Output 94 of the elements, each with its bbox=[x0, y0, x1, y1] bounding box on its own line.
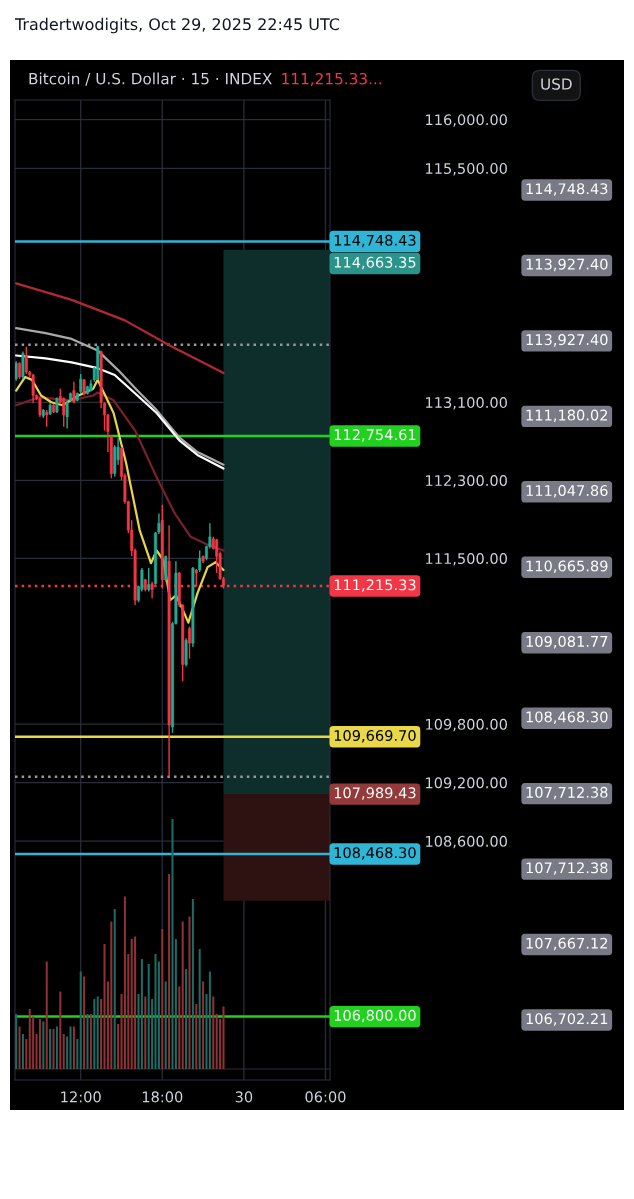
bar bbox=[198, 949, 201, 1069]
bar bbox=[28, 1009, 31, 1069]
bar bbox=[123, 896, 126, 1069]
candlestick bbox=[21, 350, 25, 380]
y-tick-label: 111,500.00 bbox=[426, 553, 507, 566]
ref-line-label: 106,800.00 bbox=[334, 1009, 416, 1023]
bar bbox=[130, 939, 133, 1069]
x-tick-label: 06:00 bbox=[305, 1091, 346, 1103]
chart-title: Bitcoin / U.S. Dollar · 15 · INDEX bbox=[29, 72, 272, 86]
y-tick-label: 112,300.00 bbox=[426, 475, 507, 488]
text: 110,665.89 bbox=[526, 560, 608, 573]
text: 108,468.30 bbox=[526, 711, 608, 724]
bar bbox=[215, 1014, 218, 1069]
bar bbox=[144, 996, 147, 1069]
text: 111,180.02 bbox=[526, 409, 608, 423]
ref-line-label: 109,669.70 bbox=[334, 729, 416, 743]
text: 114,748.43 bbox=[526, 183, 608, 196]
candlestick bbox=[38, 396, 42, 418]
y-axis-title: USD bbox=[541, 78, 572, 90]
x-tick-label: 18:00 bbox=[142, 1091, 183, 1103]
bar bbox=[161, 929, 164, 1069]
line-series bbox=[15, 391, 225, 552]
bar bbox=[185, 969, 188, 1069]
bar bbox=[202, 981, 205, 1069]
text: 113,927.40 bbox=[526, 258, 608, 272]
bar bbox=[154, 954, 157, 1069]
bar bbox=[188, 916, 191, 1069]
x-tick-label: 30 bbox=[235, 1091, 253, 1103]
bar bbox=[195, 1004, 198, 1069]
bar bbox=[147, 964, 150, 1069]
y-tick-label: 115,500.00 bbox=[426, 162, 507, 176]
ref-line-label: 112,754.61 bbox=[334, 429, 416, 442]
ref-line-label: 111,215.33 bbox=[334, 579, 416, 592]
bar bbox=[110, 921, 113, 1069]
ref-line-label: 108,468.30 bbox=[334, 847, 416, 860]
bar bbox=[93, 999, 96, 1069]
bar bbox=[103, 944, 106, 1069]
bar bbox=[62, 1034, 65, 1069]
line-series bbox=[15, 375, 225, 624]
band-label: 114,663.35 bbox=[334, 256, 416, 270]
line-series bbox=[15, 354, 225, 470]
line-series bbox=[15, 282, 225, 375]
text: 109,081.77 bbox=[526, 635, 608, 649]
candlestick bbox=[147, 567, 151, 593]
candlestick bbox=[164, 554, 168, 583]
bar bbox=[21, 1034, 24, 1069]
bar bbox=[42, 1021, 45, 1069]
bar bbox=[18, 1026, 21, 1069]
chart-subtitle: 111,215.33... bbox=[282, 72, 382, 86]
band-label: 107,989.43 bbox=[334, 787, 416, 800]
x-tick-label: 12:00 bbox=[61, 1091, 101, 1103]
bar bbox=[212, 996, 215, 1069]
y-tick-label: 113,100.00 bbox=[426, 397, 507, 410]
bar bbox=[38, 1019, 41, 1069]
bar bbox=[178, 986, 181, 1069]
bar bbox=[25, 1039, 28, 1069]
bar bbox=[171, 819, 174, 1069]
candlestick bbox=[15, 360, 18, 382]
bar bbox=[208, 971, 211, 1069]
bar bbox=[79, 971, 82, 1069]
text: Tradertwodigits, Oct 29, 2025 22:45 UTC bbox=[14, 17, 340, 34]
bar bbox=[140, 959, 143, 1069]
y-tick-label: 109,800.00 bbox=[426, 718, 507, 732]
candlestick bbox=[188, 625, 191, 660]
bar bbox=[59, 991, 62, 1069]
bar bbox=[15, 1014, 18, 1069]
text: 113,927.40 bbox=[526, 334, 608, 347]
y-tick-label: 109,200.00 bbox=[426, 777, 507, 790]
bar bbox=[191, 899, 194, 1069]
text: 111,047.86 bbox=[526, 485, 608, 498]
y-tick-label: 108,600.00 bbox=[426, 835, 507, 849]
bar bbox=[83, 976, 86, 1069]
bar bbox=[66, 1036, 69, 1069]
bar bbox=[222, 1006, 225, 1069]
candlestick bbox=[52, 403, 55, 414]
bar bbox=[76, 1039, 79, 1069]
text: 107,712.38 bbox=[526, 862, 608, 875]
bar bbox=[113, 909, 116, 1069]
candlestick bbox=[18, 361, 21, 380]
bar bbox=[96, 996, 99, 1069]
candlestick bbox=[62, 396, 66, 428]
ref-line-label: 114,748.43 bbox=[334, 234, 416, 248]
text: 107,712.38 bbox=[526, 786, 608, 800]
y-tick-label: 116,000.00 bbox=[426, 114, 507, 127]
bar bbox=[164, 981, 167, 1069]
bar bbox=[134, 936, 137, 1069]
text: 107,667.12 bbox=[526, 937, 608, 951]
line-series bbox=[15, 327, 225, 466]
text: 106,702.21 bbox=[526, 1013, 608, 1026]
bar bbox=[168, 874, 171, 1069]
candlestick bbox=[31, 373, 35, 404]
bar bbox=[45, 961, 48, 1069]
bar bbox=[181, 921, 184, 1069]
candlestick bbox=[24, 346, 28, 375]
